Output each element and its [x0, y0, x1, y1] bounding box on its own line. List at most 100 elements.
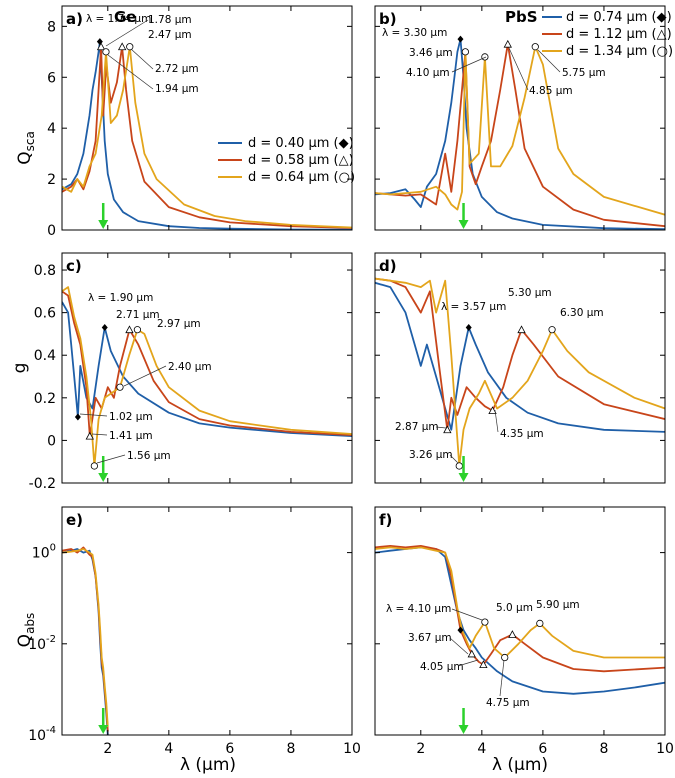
plot-frame	[374, 506, 666, 736]
leader-line	[451, 56, 487, 73]
y-tick-label: 8	[47, 19, 56, 35]
circle-marker	[501, 653, 509, 662]
x-tick-label: 10	[343, 741, 361, 757]
y-tick-label: 0.8	[34, 263, 56, 279]
annotation: λ = 4.10 μm	[386, 603, 451, 615]
annotation: 4.10 μm	[406, 67, 450, 79]
x-tick-label: 6	[225, 741, 234, 757]
x-tick-label: 10	[656, 741, 674, 757]
legend-entry-3: d = 1.34 μm (○)	[566, 44, 673, 59]
circle-marker	[102, 48, 110, 56]
series-line-red	[375, 43, 665, 228]
y-tick-label: 0	[47, 433, 56, 449]
legend-entry-2: d = 1.12 μm (△)	[566, 27, 672, 42]
plot-frame	[374, 5, 666, 231]
series-line-yellow	[375, 277, 665, 467]
annotations-f: λ = 4.10 μm 5.0 μm 5.90 μm 3.67 μm 4.05 …	[386, 599, 580, 709]
y-tick-base: 10	[28, 637, 46, 653]
y-tick-label: 0.4	[34, 348, 56, 364]
leader-line	[123, 365, 167, 387]
diamond-marker	[465, 324, 472, 332]
ylabel-qsca: Qsca	[15, 131, 37, 165]
triangle-marker	[503, 39, 512, 48]
x-tick-label: 4	[164, 741, 173, 757]
annotation: λ = 1.90 μm	[88, 292, 153, 304]
annotation: 3.67 μm	[408, 632, 452, 644]
panel-tag: d)	[379, 257, 397, 275]
annotation: 2.40 μm	[168, 361, 212, 373]
xlabel-left: λ (μm)	[180, 755, 236, 775]
panel-f: 2 4 6 8 10 f)	[374, 506, 674, 757]
leader-line	[130, 48, 154, 70]
series-line-yellow	[62, 45, 352, 229]
series-line-yellow	[375, 45, 665, 216]
plot-frame	[61, 506, 353, 736]
series-line-yellow	[62, 286, 352, 467]
y-tick-label: 10-2	[28, 634, 56, 653]
annotations-b: λ = 3.30 μm 3.46 μm 4.10 μm 5.75 μm 4.85…	[382, 27, 606, 97]
x-tick-label: 2	[416, 741, 425, 757]
annotation: 2.71 μm	[116, 309, 160, 321]
annotation: 2.87 μm	[395, 421, 439, 433]
leader-line	[96, 454, 126, 464]
annotation: 4.75 μm	[486, 697, 530, 709]
leader-line	[91, 433, 108, 436]
green-arrow-head	[98, 220, 109, 229]
panel-tag: b)	[379, 10, 397, 28]
leader-line	[537, 49, 561, 73]
panel-c: -0.2 0 0.2 0.4 0.6 0.8 c)	[29, 252, 353, 492]
annotation: 5.30 μm	[508, 287, 552, 299]
legend-entry-1: d = 0.74 μm (◆)	[566, 10, 672, 25]
leader-line	[449, 454, 459, 464]
diamond-marker	[457, 626, 464, 634]
annotations-a: λ = 1.74 μm 1.78 μm 2.47 μm 2.72 μm 1.94…	[86, 13, 199, 95]
y-tick-label: 100	[32, 543, 56, 562]
y-tick-label: 10-4	[28, 725, 56, 744]
series-line-red	[62, 290, 352, 437]
leader-line	[107, 54, 154, 90]
annotation: 1.02 μm	[109, 411, 153, 423]
green-arrow-head	[458, 725, 469, 734]
green-arrow-head	[98, 725, 109, 734]
series-line-red	[375, 277, 665, 431]
legend-right: PbS d = 0.74 μm (◆) d = 1.12 μm (△) d = …	[505, 8, 673, 59]
legend-entry-2: d = 0.58 μm (△)	[248, 153, 354, 168]
annotation: 3.46 μm	[409, 47, 453, 59]
green-arrow-head	[458, 220, 469, 229]
y-tick-label: 0.6	[34, 306, 56, 322]
diamond-marker	[457, 35, 464, 43]
circle-marker	[126, 43, 134, 51]
circle-marker	[531, 43, 539, 51]
circle-marker	[116, 383, 124, 391]
plot-frame	[61, 252, 353, 484]
legend-entry-1: d = 0.40 μm (◆)	[248, 136, 354, 151]
annotation: 3.26 μm	[409, 449, 453, 461]
xlabel-right: λ (μm)	[492, 755, 548, 775]
circle-marker	[461, 48, 469, 56]
panel-a: 0 2 4 6 8 a)	[47, 5, 353, 239]
triangle-marker	[467, 649, 476, 658]
circle-marker	[481, 618, 489, 626]
leader-line	[508, 47, 529, 91]
plot-frame	[374, 252, 666, 484]
annotations-c: λ = 1.90 μm 2.71 μm 2.97 μm 2.40 μm 1.02…	[79, 292, 212, 464]
leader-line	[435, 426, 447, 429]
diamond-marker	[74, 413, 81, 421]
annotation: λ = 3.30 μm	[382, 27, 447, 39]
y-tick-exponent: 0	[50, 543, 56, 554]
y-tick-label: 2	[47, 172, 56, 188]
panel-tag: e)	[66, 511, 83, 529]
ylabel-g: g	[10, 363, 30, 374]
annotation: 5.75 μm	[562, 67, 606, 79]
annotation: λ = 1.74 μm	[86, 13, 151, 25]
legend-left: Ge d = 0.40 μm (◆) d = 0.58 μm (△) d = 0…	[114, 8, 355, 185]
y-tick-label: 0.2	[34, 391, 56, 407]
leader-line	[449, 637, 469, 655]
triangle-marker	[96, 42, 106, 51]
y-tick-label: 6	[47, 70, 56, 86]
annotation: 5.90 μm	[536, 599, 580, 611]
y-tick-label: -0.2	[29, 476, 56, 492]
triangle-marker	[508, 630, 517, 638]
circle-marker	[90, 462, 98, 470]
